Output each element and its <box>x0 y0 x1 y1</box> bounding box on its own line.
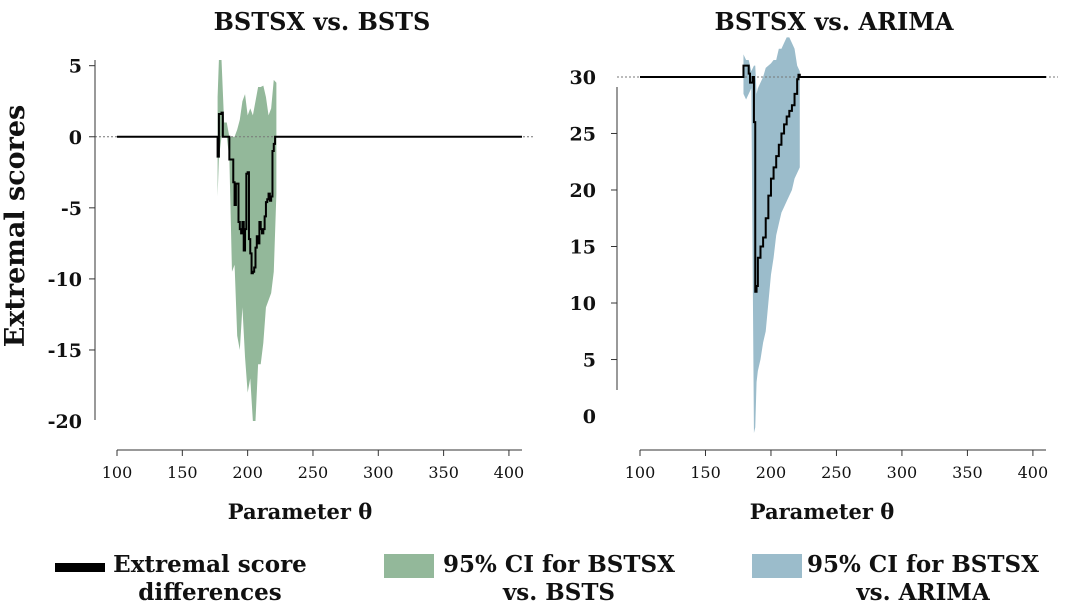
y-tick-label: 5 <box>69 56 82 78</box>
x-tick-label: 200 <box>232 463 263 482</box>
y-tick-label: 10 <box>570 293 596 315</box>
legend-label: vs. BSTS <box>502 579 615 606</box>
x-tick-label: 350 <box>952 463 983 482</box>
y-tick-label: -5 <box>61 198 82 220</box>
x-tick-label: 250 <box>298 463 329 482</box>
y-tick-label: -20 <box>48 411 82 433</box>
x-tick-label: 100 <box>102 463 133 482</box>
legend-ci-arima-swatch <box>752 554 802 578</box>
legend-label: differences <box>138 579 281 606</box>
x-tick-label: 150 <box>690 463 721 482</box>
x-tick-label: 100 <box>625 463 656 482</box>
y-tick-label: 0 <box>583 406 596 428</box>
x-tick-label: 300 <box>363 463 394 482</box>
x-tick-label: 300 <box>887 463 918 482</box>
legend-line-swatch <box>55 563 105 572</box>
legend: Extremal score differences 95% CI for BS… <box>55 551 1039 606</box>
panel-bstsx-vs-bsts: BSTSX vs. BSTS Parameter θ 5 0 -5 -10 -15 -20… <box>48 7 534 524</box>
y-tick-label: 20 <box>570 180 596 202</box>
ci-band <box>743 37 800 433</box>
x-axis-label: Parameter θ <box>750 499 895 524</box>
x-axis-label: Parameter θ <box>228 499 373 524</box>
panel-title: BSTSX vs. ARIMA <box>715 7 954 36</box>
y-axis-label: Extremal scores <box>0 105 31 348</box>
legend-label: 95% CI for BSTSX <box>807 551 1039 578</box>
x-tick-label: 400 <box>494 463 525 482</box>
y-tick-label: -15 <box>48 340 82 362</box>
legend-ci-bsts-swatch <box>384 554 434 578</box>
x-tick-label: 150 <box>167 463 198 482</box>
y-tick-label: 30 <box>570 67 596 89</box>
x-tick-label: 200 <box>756 463 787 482</box>
y-tick-label: 5 <box>583 350 596 372</box>
extremal-score-line <box>640 64 1046 293</box>
legend-label: vs. ARIMA <box>855 579 991 606</box>
panel-title: BSTSX vs. BSTS <box>214 7 431 36</box>
y-tick-label: 0 <box>69 127 82 149</box>
ci-band <box>217 60 277 422</box>
y-tick-label: -10 <box>48 269 82 291</box>
x-tick-label: 250 <box>821 463 852 482</box>
legend-label: Extremal score <box>113 551 307 578</box>
y-tick-label: 15 <box>570 237 596 259</box>
panel-bstsx-vs-arima: BSTSX vs. ARIMA Parameter θ 30 25 20 15 10 5 0… <box>570 7 1058 524</box>
x-tick-label: 350 <box>428 463 459 482</box>
y-tick-label: 25 <box>570 123 596 145</box>
legend-label: 95% CI for BSTSX <box>443 551 675 578</box>
extremal-score-line <box>117 111 522 275</box>
x-tick-label: 400 <box>1018 463 1049 482</box>
